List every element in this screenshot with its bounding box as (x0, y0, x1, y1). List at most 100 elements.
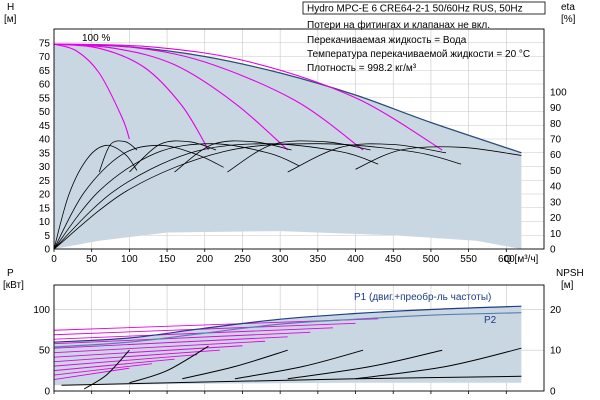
qh-magenta-curve-3 (53, 43, 289, 151)
power-curve-5 (53, 349, 220, 363)
p1-curve (53, 305, 522, 343)
operating-envelope (54, 44, 522, 249)
qh-speed-curve-1 (98, 140, 138, 173)
p2-curve-label: P2 (484, 315, 497, 326)
q-axis-label: Q [м³/ч] (504, 254, 539, 265)
y-left-tick-label: 75 (39, 38, 51, 49)
y-right-tick-label: 0 (550, 387, 556, 398)
power-curve-1 (53, 367, 130, 381)
power-curve-11 (53, 322, 356, 336)
power-curve-8 (53, 336, 288, 349)
y-left-tick-label: 15 (39, 203, 51, 214)
qh-speed-curve-4 (227, 140, 371, 173)
power-curve-3 (53, 358, 175, 372)
h-axis-label: H (7, 2, 14, 13)
qh-speed-curve-6 (355, 146, 522, 170)
eta-axis-unit: [%] (561, 14, 576, 25)
x-tick-label: 150 (159, 254, 176, 265)
y-right-tick-label: 30 (550, 197, 562, 208)
eta-curve-1 (53, 144, 138, 250)
curve-100-percent-label: 100 % (82, 33, 110, 44)
info-line-1: Потери на фитингах и клапанах не вкл. (307, 19, 490, 31)
power-curve-4 (53, 354, 198, 367)
power-baseline-curve (61, 375, 522, 386)
y-right-tick-label: 90 (550, 103, 562, 114)
y-right-tick-label: 70 (550, 135, 562, 146)
y-left-tick-label: 35 (39, 148, 51, 159)
npsh-axis-unit: [м] (561, 280, 574, 291)
power-curve-2 (53, 363, 153, 376)
power-curve-6 (53, 345, 243, 358)
y-left-tick-label: 60 (39, 80, 51, 91)
npsh-axis-label: NPSH (556, 268, 584, 279)
info-title: Hydro MPC-E 6 CRE64-2-1 50/60Hz RUS, 50H… (307, 4, 523, 15)
p-axis-label: P (7, 268, 14, 279)
y-left-tick-label: 70 (39, 52, 51, 63)
y-left-tick-label: 100 (33, 305, 50, 316)
x-tick-label: 400 (347, 254, 364, 265)
y-right-tick-label: 0 (550, 245, 556, 256)
y-left-tick-label: 0 (44, 387, 50, 398)
qh-speed-curve-3 (174, 140, 292, 173)
y-right-tick-label: 60 (550, 150, 562, 161)
eta-axis-label: eta (561, 2, 575, 13)
qh-panel: 0 50 100 150 200 250 300 350 400 450 500 550 6000510… (39, 28, 567, 265)
npsh-curve-1 (83, 349, 130, 390)
npsh-curve-3 (182, 349, 288, 380)
power-curve-9 (53, 331, 311, 345)
y-left-tick-label: 50 (39, 346, 51, 357)
info-line-4: Плотность = 998.2 кг/м³ (307, 63, 417, 74)
p1-curve-label: P1 (двиг.+преобр-ль частоты) (354, 291, 491, 303)
y-left-tick-label: 0 (44, 245, 50, 256)
x-tick-label: 250 (234, 254, 251, 265)
npsh-curve-4 (234, 349, 364, 380)
power-curve-7 (53, 340, 266, 354)
x-tick-label: 200 (196, 254, 213, 265)
x-tick-label: 50 (86, 254, 98, 265)
y-right-tick-label: 40 (550, 182, 562, 193)
power-panel: 0 50 100 0 10 20 (33, 284, 562, 398)
npsh-curve-6 (355, 347, 522, 380)
qh-speed-curve-5 (287, 143, 447, 173)
x-tick-label: 350 (310, 254, 327, 265)
y-left-tick-label: 50 (39, 107, 51, 118)
y-left-tick-label: 25 (39, 176, 51, 187)
plot-frame (53, 28, 545, 250)
y-left-tick-label: 40 (39, 135, 51, 146)
npsh-curve-5 (287, 349, 443, 380)
x-tick-label: 300 (272, 254, 289, 265)
npsh-curve-2 (129, 345, 209, 384)
info-title-frame (302, 1, 546, 15)
x-tick-label: 100 (121, 254, 138, 265)
y-right-tick-label: 100 (550, 87, 567, 98)
info-line-3: Температура перекачиваемой жидкости = 20… (307, 49, 530, 60)
x-tick-label: 550 (460, 254, 477, 265)
p2-curve (53, 312, 522, 348)
x-tick-label: 450 (385, 254, 402, 265)
h-axis-unit: [м] (4, 14, 17, 25)
x-tick-label: 0 (51, 254, 57, 265)
qh-speed-curve-2 (129, 140, 217, 173)
info-box: Hydro MPC-E 6 CRE64-2-1 50/60Hz RUS, 50H… (302, 1, 546, 74)
y-left-tick-label: 45 (39, 121, 51, 132)
x-tick-label: 500 (423, 254, 440, 265)
qh-magenta-curve-5 (53, 43, 443, 151)
info-line-2: Перекачиваемая жидкость = Вода (307, 35, 467, 46)
y-left-tick-label: 55 (39, 93, 51, 104)
qh-magenta-curve-1 (53, 43, 130, 140)
y-left-tick-label: 20 (39, 190, 51, 201)
y-right-tick-label: 10 (550, 346, 562, 357)
y-right-tick-label: 20 (550, 305, 562, 316)
y-right-tick-label: 80 (550, 119, 562, 130)
eta-curve-4 (53, 143, 379, 250)
y-right-tick-label: 50 (550, 166, 562, 177)
y-left-tick-label: 65 (39, 66, 51, 77)
y-left-tick-label: 10 (39, 217, 51, 228)
eta-curve-5 (53, 143, 462, 250)
x-tick-label: 600 (498, 254, 515, 265)
p-axis-unit: [кВт] (3, 280, 24, 291)
y-left-tick-label: 30 (39, 162, 51, 173)
y-right-tick-label: 20 (550, 213, 562, 224)
eta-curve-3 (53, 143, 300, 250)
